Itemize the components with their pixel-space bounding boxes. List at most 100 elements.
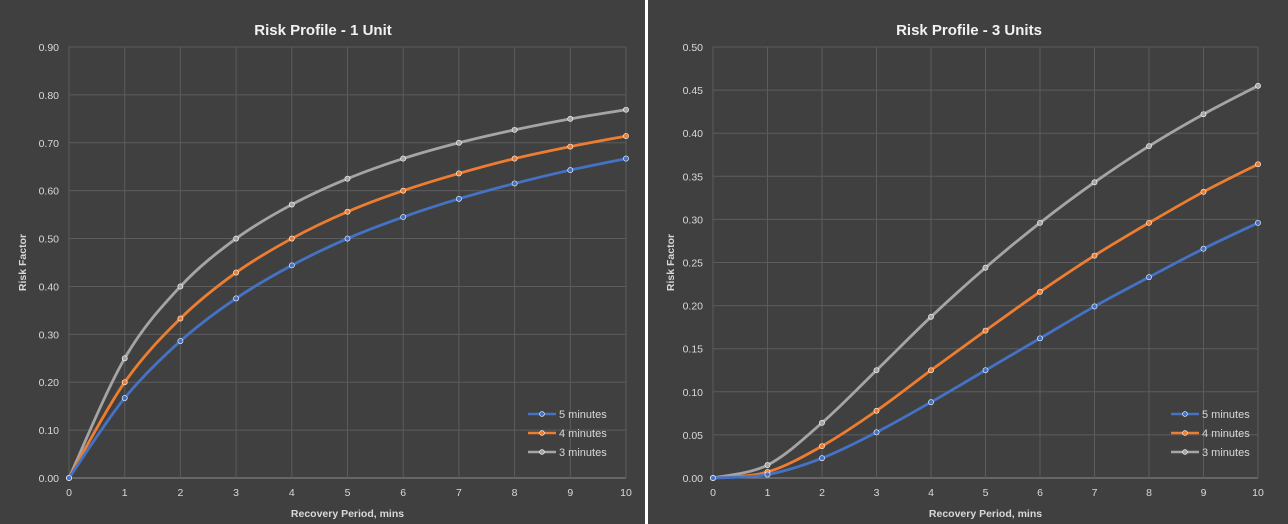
- chart-1-y-tick-label: 0.00: [683, 473, 704, 485]
- chart-1-data-point-3-minutes: [1255, 82, 1261, 89]
- chart-0-data-point-3-minutes: [233, 235, 239, 242]
- chart-1-y-tick-label: 0.20: [683, 301, 704, 313]
- chart-0-x-tick-label: 0: [66, 487, 72, 499]
- chart-1-data-point-4-minutes: [873, 407, 880, 414]
- chart-1-x-tick-label: 6: [1037, 487, 1043, 499]
- chart-0-data-point-5-minutes: [511, 180, 518, 187]
- chart-1-data-point-3-minutes: [1037, 219, 1043, 226]
- chart-0-x-tick-label: 2: [177, 487, 183, 499]
- chart-0-data-point-3-minutes: [288, 201, 295, 208]
- chart-0-x-tick-label: 5: [345, 487, 351, 499]
- chart-1-legend-label-4-minutes: 4 minutes: [1202, 428, 1250, 440]
- chart-0-y-tick-label: 0.90: [39, 42, 60, 54]
- chart-0-data-point-4-minutes: [177, 315, 184, 322]
- chart-1-data-point-4-minutes: [982, 327, 989, 334]
- chart-panel-1-unit: Risk Profile - 1 Unit 0.00 0.10 0.20 0.30 0.4…: [0, 0, 645, 524]
- chart-1-x-tick-label: 2: [819, 487, 825, 499]
- chart-1-x-tick-label: 0: [710, 487, 716, 499]
- chart-0-y-tick-label: 0.40: [39, 281, 60, 293]
- chart-1-x-tick-label: 10: [1252, 487, 1264, 499]
- chart-1-data-point-5-minutes: [982, 367, 989, 374]
- chart-1-y-tick-label: 0.40: [683, 128, 704, 140]
- chart-1-title: Risk Profile - 3 Units: [896, 22, 1042, 39]
- chart-1-data-point-4-minutes: [1255, 161, 1261, 168]
- panel-divider: [645, 0, 648, 524]
- chart-0-data-point-3-minutes: [400, 155, 407, 162]
- chart-0-data-point-4-minutes: [567, 143, 574, 150]
- chart-0-series-line-5-minutes: [67, 157, 628, 480]
- chart-panel-3-units: Risk Profile - 3 Units 0.00 0.05 0.10 0.15 0.…: [648, 0, 1288, 524]
- chart-1-y-tick-label: 0.15: [683, 344, 704, 356]
- chart-1-data-point-4-minutes: [819, 443, 825, 450]
- chart-0-y-axis-label: Risk Factor: [17, 234, 29, 291]
- chart-0-data-point-3-minutes: [177, 283, 184, 290]
- chart-0-data-point-4-minutes: [400, 187, 407, 194]
- chart-1-y-tick-label: 0.30: [683, 214, 704, 226]
- chart-1-x-tick-label: 9: [1201, 487, 1207, 499]
- chart-1-data-point-5-minutes: [1091, 303, 1098, 310]
- chart-1-x-tick-label: 4: [928, 487, 934, 499]
- chart-1-data-point-5-minutes: [873, 429, 880, 436]
- chart-0-data-point-4-minutes: [455, 170, 462, 177]
- chart-1-data-point-5-minutes: [1200, 245, 1207, 252]
- chart-0-data-point-4-minutes: [121, 379, 128, 386]
- chart-0-legend-label-4-minutes: 4 minutes: [559, 428, 607, 440]
- chart-1-data-point-3-minutes: [1091, 179, 1098, 186]
- chart-0-x-tick-label: 10: [620, 487, 632, 499]
- chart-0-data-point-5-minutes: [66, 475, 72, 481]
- chart-1-y-axis-label: Risk Factor: [665, 234, 677, 291]
- chart-0-data-point-5-minutes: [121, 395, 128, 401]
- chart-1-data-point-5-minutes: [1146, 274, 1152, 281]
- chart-0-data-point-5-minutes: [623, 155, 629, 162]
- risk-profile-1-unit-chart: Risk Profile - 1 Unit 0.00 0.10 0.20 0.30 0.4…: [17, 22, 632, 520]
- chart-1-x-axis-label: Recovery Period, mins: [929, 508, 1042, 520]
- chart-1-data-point-5-minutes: [819, 455, 825, 462]
- chart-0-y-tick-label: 0.10: [39, 425, 60, 437]
- chart-1-data-point-3-minutes: [764, 462, 771, 468]
- chart-0-data-point-4-minutes: [288, 235, 295, 242]
- chart-1-data-point-5-minutes: [1255, 219, 1261, 226]
- chart-1-x-tick-label: 8: [1146, 487, 1152, 499]
- chart-0-title: Risk Profile - 1 Unit: [254, 22, 392, 39]
- chart-1-data-point-4-minutes: [1091, 252, 1098, 259]
- chart-1-x-tick-label: 3: [874, 487, 880, 499]
- chart-1-legend-label-5-minutes: 5 minutes: [1202, 409, 1250, 421]
- chart-1-data-point-5-minutes: [764, 471, 771, 478]
- chart-1-y-tick-label: 0.10: [683, 387, 704, 399]
- chart-0-x-tick-label: 7: [456, 487, 462, 499]
- chart-1-data-point-3-minutes: [1200, 111, 1207, 118]
- chart-1-legend-marker-3-minutes: [1182, 449, 1188, 455]
- chart-0-y-tick-label: 0.30: [39, 329, 60, 341]
- chart-1-data-point-3-minutes: [1146, 143, 1152, 150]
- chart-0-x-tick-label: 1: [122, 487, 128, 499]
- chart-0-legend-label-5-minutes: 5 minutes: [559, 409, 607, 421]
- chart-1-data-point-5-minutes: [710, 475, 716, 481]
- chart-1-x-tick-label: 1: [765, 487, 771, 499]
- chart-0-data-point-3-minutes: [455, 139, 462, 146]
- chart-1-legend-marker-4-minutes: [1182, 430, 1188, 436]
- chart-0-data-point-4-minutes: [623, 133, 629, 139]
- chart-0-data-point-4-minutes: [233, 269, 239, 276]
- chart-0-series-line-4-minutes: [67, 134, 628, 480]
- chart-1-data-point-4-minutes: [1037, 288, 1043, 295]
- chart-0-data-point-5-minutes: [233, 295, 239, 302]
- chart-0-data-point-3-minutes: [623, 106, 629, 113]
- chart-1-y-tick-label: 0.25: [683, 258, 704, 270]
- chart-1-data-point-4-minutes: [1146, 219, 1152, 226]
- chart-1-data-point-5-minutes: [928, 399, 934, 406]
- chart-1-y-tick-label: 0.50: [683, 42, 704, 54]
- chart-0-y-tick-label: 0.20: [39, 377, 60, 389]
- chart-0-data-point-3-minutes: [511, 126, 518, 133]
- chart-0-legend-marker-4-minutes: [539, 430, 545, 436]
- chart-0-x-tick-label: 3: [233, 487, 239, 499]
- chart-0-y-tick-label: 0.00: [39, 473, 60, 485]
- chart-1-legend-marker-5-minutes: [1182, 411, 1188, 417]
- chart-0-x-tick-label: 9: [567, 487, 573, 499]
- chart-0-legend-label-3-minutes: 3 minutes: [559, 447, 607, 459]
- chart-0-y-tick-label: 0.70: [39, 138, 60, 150]
- chart-0-legend-marker-5-minutes: [539, 411, 545, 417]
- chart-0-x-tick-label: 4: [289, 487, 295, 499]
- chart-1-y-tick-label: 0.05: [683, 430, 704, 442]
- chart-1-data-point-4-minutes: [1200, 188, 1207, 195]
- chart-1-data-point-3-minutes: [982, 264, 989, 271]
